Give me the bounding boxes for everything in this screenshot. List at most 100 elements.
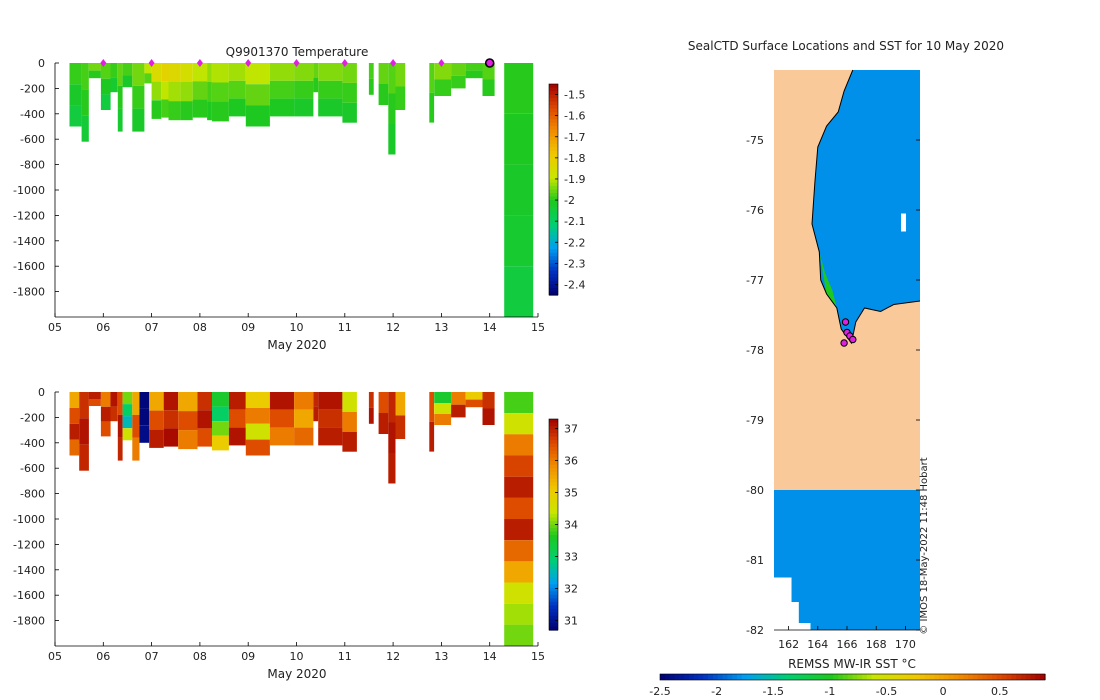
profile-day-marker: [245, 59, 252, 67]
sst-colorbar-swatch: [809, 674, 815, 680]
salinity-cell: [434, 403, 452, 414]
salinity-cell: [504, 392, 534, 414]
salinity-colorbar-swatch: [549, 577, 558, 582]
sst-colorbar-tick-label: 0: [940, 685, 947, 698]
temperature-colorbar-swatch: [549, 108, 558, 113]
sst-colorbar-swatch: [799, 674, 805, 680]
x-tick-label: 08: [193, 321, 207, 334]
salinity-cell: [117, 437, 123, 461]
temperature-cell: [69, 63, 82, 85]
salinity-colorbar-swatch: [549, 450, 558, 455]
sst-colorbar-swatch: [948, 674, 955, 680]
salinity-cell: [378, 392, 389, 413]
salinity-cell: [504, 624, 534, 646]
temperature-colorbar-swatch: [549, 143, 558, 148]
temperature-cell: [192, 63, 208, 82]
sst-colorbar-swatch: [1006, 674, 1012, 680]
temperature-cell: [434, 63, 452, 80]
temperature-cell: [117, 85, 123, 109]
seal-position-marker: [841, 318, 850, 326]
map-x-tick-label: 168: [866, 638, 887, 651]
salinity-colorbar-swatch: [549, 542, 558, 547]
sst-colorbar-swatch: [1011, 674, 1017, 680]
salinity-cell: [69, 407, 80, 424]
salinity-colorbar-swatch: [549, 447, 558, 452]
salinity-colorbar-swatch: [549, 482, 558, 487]
x-tick-label: 07: [145, 650, 159, 663]
temperature-colorbar-swatch: [549, 136, 558, 141]
temperature-cell: [144, 63, 152, 74]
temperature-colorbar-swatch: [549, 242, 558, 247]
sst-colorbar-swatch: [712, 674, 719, 680]
salinity-colorbar-swatch: [549, 510, 558, 515]
y-tick-label: -1400: [13, 235, 45, 248]
sst-colorbar-swatch: [987, 674, 993, 680]
salinity-colorbar-swatch: [549, 615, 558, 621]
sst-colorbar-swatch: [982, 674, 988, 680]
salinity-cell: [178, 411, 198, 431]
temperature-cell: [161, 63, 169, 82]
temperature-cell: [434, 79, 452, 96]
sst-colorbar-tick-label: -2: [711, 685, 722, 698]
salinity-colorbar-swatch: [549, 580, 558, 585]
sst-colorbar-swatch: [852, 674, 858, 680]
salinity-cell: [504, 582, 534, 604]
map-y-tick-label: -82: [746, 624, 764, 637]
salinity-cell: [434, 414, 452, 425]
sst-colorbar-swatch: [924, 674, 931, 680]
x-tick-label: 12: [386, 321, 400, 334]
map-y-tick-label: -79: [746, 414, 764, 427]
temperature-cell: [151, 100, 162, 119]
sst-colorbar-swatch: [814, 674, 820, 680]
temperature-colorbar-swatch: [549, 273, 558, 279]
salinity-colorbar-swatch: [549, 440, 558, 445]
sst-colorbar-swatch: [958, 674, 964, 680]
temperature-colorbar-swatch: [549, 133, 558, 138]
salinity-cell: [139, 408, 150, 426]
x-tick-label: 06: [96, 321, 110, 334]
temperature-colorbar-swatch: [549, 126, 558, 131]
current-position-marker: [484, 58, 495, 68]
temperature-cell: [117, 108, 123, 132]
salinity-cell: [117, 414, 123, 438]
temperature-cell: [132, 108, 145, 132]
salinity-colorbar-swatch: [549, 422, 558, 427]
salinity-cell: [69, 423, 80, 440]
temperature-cell: [451, 75, 466, 89]
temperature-colorbar-tick-label: -2.2: [564, 236, 585, 249]
x-tick-label: 10: [290, 321, 304, 334]
x-tick-label: 05: [48, 321, 62, 334]
sst-colorbar-swatch: [708, 674, 714, 680]
temperature-cell: [81, 89, 89, 116]
salinity-cell: [504, 413, 534, 435]
temperature-colorbar-tick-label: -1.5: [564, 89, 585, 102]
temperature-colorbar-swatch: [549, 101, 558, 106]
temperature-cell: [144, 73, 152, 84]
temperature-cell: [269, 80, 295, 99]
sst-colorbar-swatch: [866, 674, 873, 680]
temperature-cell: [151, 63, 162, 82]
salinity-colorbar-swatch: [549, 538, 558, 543]
temperature-cell: [100, 63, 111, 79]
salinity-cell: [395, 392, 406, 416]
sst-colorbar-swatch: [977, 674, 984, 680]
sst-colorbar-swatch: [968, 674, 974, 680]
temperature-cell: [110, 77, 118, 93]
salinity-cell: [504, 540, 534, 562]
y-tick-label: -1800: [13, 615, 45, 628]
temperature-colorbar-swatch: [549, 200, 558, 205]
temperature-cell: [294, 80, 314, 99]
temperature-cell: [132, 63, 145, 86]
salinity-cell: [342, 411, 357, 432]
temperature-cell: [429, 63, 435, 93]
temperature-colorbar-swatch: [549, 259, 558, 264]
salinity-section-xlabel: May 2020: [267, 667, 326, 681]
temperature-colorbar-swatch: [549, 129, 558, 134]
temperature-colorbar-swatch: [549, 182, 558, 187]
salinity-cell: [313, 406, 319, 422]
y-tick-label: -400: [20, 437, 45, 450]
salinity-cell: [318, 409, 343, 428]
salinity-cell: [228, 392, 246, 410]
salinity-cell: [79, 444, 89, 471]
